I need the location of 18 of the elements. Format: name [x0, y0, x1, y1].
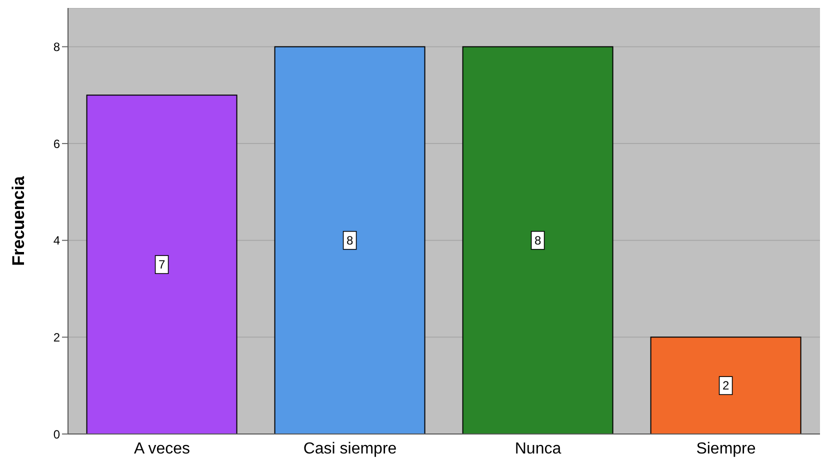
y-tick-label: 0: [53, 427, 60, 442]
x-tick-label: Siempre: [696, 440, 756, 458]
data-label: 8: [534, 233, 542, 248]
x-tick-label: A veces: [134, 440, 190, 458]
data-label: 7: [158, 258, 166, 272]
bar: [274, 46, 426, 434]
bar: [86, 94, 238, 434]
y-tick-label: 6: [53, 136, 60, 151]
data-label: 8: [346, 233, 354, 248]
x-tick-label: Nunca: [514, 440, 562, 458]
y-tick-label: 2: [53, 330, 60, 344]
bar: [650, 336, 802, 434]
x-tick-label: Casi siempre: [303, 440, 397, 458]
y-tick-label: 8: [53, 40, 60, 54]
data-label: 2: [722, 378, 730, 393]
y-axis-title: Frecuencia: [9, 176, 28, 266]
y-tick-label: 4: [53, 234, 60, 248]
bar: [462, 46, 614, 434]
